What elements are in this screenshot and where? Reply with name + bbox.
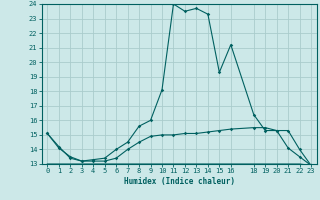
X-axis label: Humidex (Indice chaleur): Humidex (Indice chaleur) — [124, 177, 235, 186]
